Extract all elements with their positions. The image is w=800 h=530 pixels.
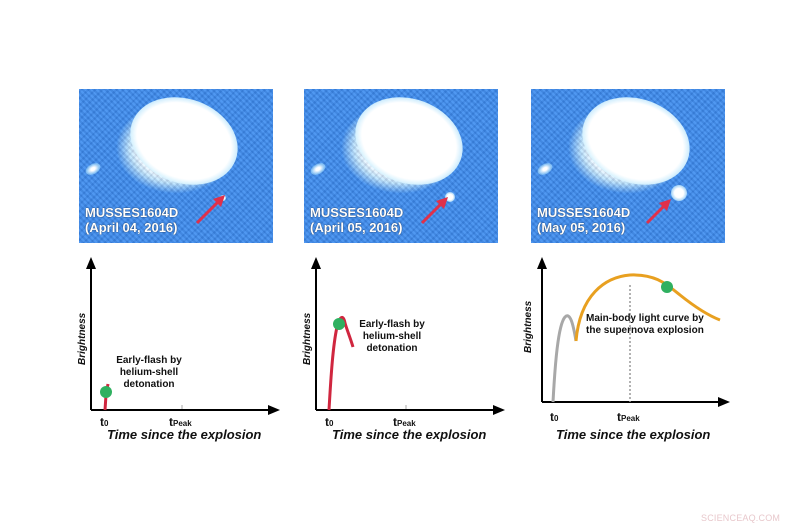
early-flash-annotation: Early-flash by helium-shell detonation bbox=[116, 355, 182, 390]
t0-tick: t0 bbox=[100, 415, 109, 429]
y-axis-label: Brightness bbox=[77, 312, 88, 365]
x-axis-arrow-icon bbox=[493, 405, 505, 415]
y-axis-arrow-icon bbox=[86, 257, 96, 269]
light-curve-plot-2: Brightness t0 tPeak Time since the explo… bbox=[300, 255, 510, 455]
observation-date: (April 05, 2016) bbox=[310, 220, 403, 235]
y-axis-label: Brightness bbox=[523, 300, 534, 353]
x-axis-arrow-icon bbox=[718, 397, 730, 407]
object-name: MUSSES1604D bbox=[537, 205, 631, 220]
observation-marker bbox=[100, 386, 112, 398]
supernova-spot bbox=[671, 185, 687, 201]
observation-marker bbox=[661, 281, 673, 293]
light-curve-plot-3: Brightness t0 tPeak Time since the explo… bbox=[515, 255, 745, 455]
tpeak-tick: tPeak bbox=[169, 415, 192, 429]
observation-date: (April 04, 2016) bbox=[85, 220, 178, 235]
object-name: MUSSES1604D bbox=[310, 205, 404, 220]
telescope-image-april-04: MUSSES1604D (April 04, 2016) bbox=[79, 89, 273, 243]
red-arrow-icon bbox=[195, 195, 225, 225]
y-axis-label: Brightness bbox=[302, 312, 313, 365]
red-arrow-icon bbox=[420, 197, 448, 225]
y-axis-arrow-icon bbox=[537, 257, 547, 269]
watermark: SCIENCEAQ.COM bbox=[701, 513, 781, 523]
tpeak-tick: tPeak bbox=[617, 410, 640, 424]
telescope-image-may-05: MUSSES1604D (May 05, 2016) bbox=[531, 89, 725, 243]
telescope-image-april-05: MUSSES1604D (April 05, 2016) bbox=[304, 89, 498, 243]
t0-tick: t0 bbox=[550, 410, 559, 424]
light-curve-plot-1: Brightness t0 tPeak Time since the explo… bbox=[75, 255, 285, 455]
supernova-spot bbox=[445, 192, 455, 202]
x-axis-label: Time since the explosion bbox=[556, 427, 711, 442]
x-axis-arrow-icon bbox=[268, 405, 280, 415]
early-flash-annotation: Early-flash by helium-shell detonation bbox=[359, 319, 425, 354]
observation-date: (May 05, 2016) bbox=[537, 220, 626, 235]
y-axis-arrow-icon bbox=[311, 257, 321, 269]
t0-tick: t0 bbox=[325, 415, 334, 429]
x-axis-label: Time since the explosion bbox=[107, 427, 262, 442]
tpeak-tick: tPeak bbox=[393, 415, 416, 429]
main-body-annotation: Main-body light curve by the supernova ex… bbox=[586, 313, 704, 336]
x-axis-label: Time since the explosion bbox=[332, 427, 487, 442]
object-name: MUSSES1604D bbox=[85, 205, 179, 220]
red-arrow-icon bbox=[645, 199, 671, 225]
observation-marker bbox=[333, 318, 345, 330]
